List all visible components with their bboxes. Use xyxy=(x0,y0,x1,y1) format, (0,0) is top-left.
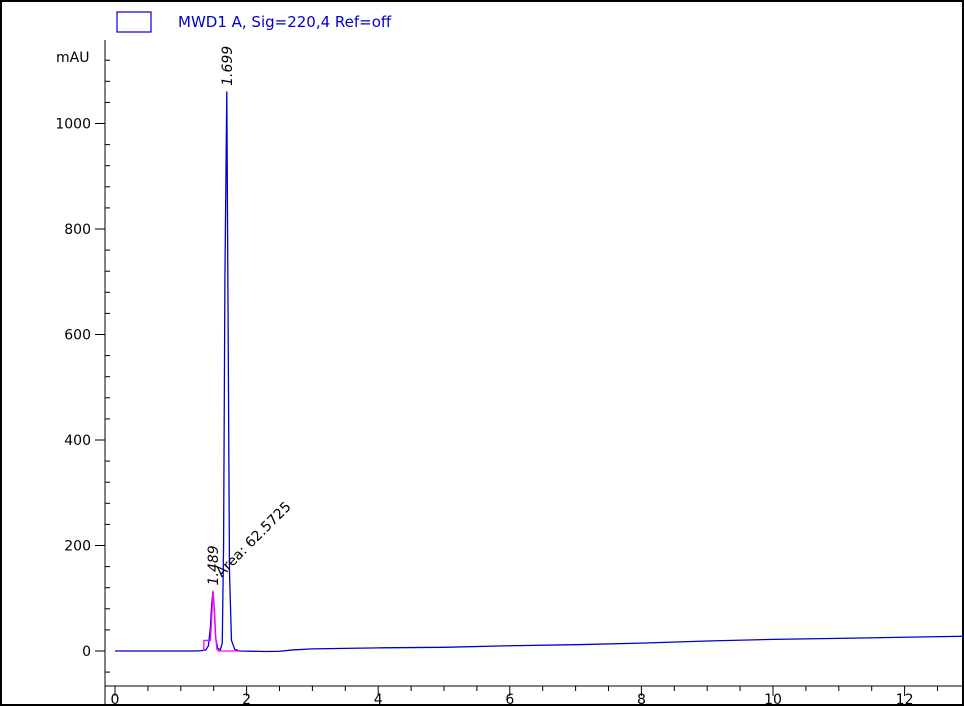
y-tick-label: 600 xyxy=(64,328,91,344)
series-line-0 xyxy=(115,91,964,653)
axes: 0 200 400 600 800 1000 0 2 4 6 8 10 12 xyxy=(55,40,964,706)
series-layer xyxy=(115,91,964,653)
x-tick-label: 10 xyxy=(764,692,782,706)
y-tick-label: 800 xyxy=(64,222,91,238)
x-tick-label: 6 xyxy=(505,692,514,706)
y-axis-unit: mAU xyxy=(56,50,89,66)
x-tick-label: 0 xyxy=(111,692,120,706)
x-tick-label: 8 xyxy=(637,692,646,706)
peak-rt-label: 1.699 xyxy=(220,46,236,86)
peak-rt-label: 1.489 xyxy=(206,545,222,585)
x-tick-label: 4 xyxy=(374,692,383,706)
y-tick-label: 0 xyxy=(82,644,91,660)
legend: MWD1 A, Sig=220,4 Ref=off xyxy=(116,11,392,33)
legend-swatch xyxy=(116,11,152,33)
x-tick-label: 2 xyxy=(242,692,251,706)
x-tick-label: 12 xyxy=(896,692,914,706)
y-tick-label: 400 xyxy=(64,433,91,449)
series-line-1 xyxy=(203,590,241,652)
y-tick-label: 1000 xyxy=(55,117,91,133)
legend-label: MWD1 A, Sig=220,4 Ref=off xyxy=(178,13,392,31)
y-tick-label: 200 xyxy=(64,539,91,555)
